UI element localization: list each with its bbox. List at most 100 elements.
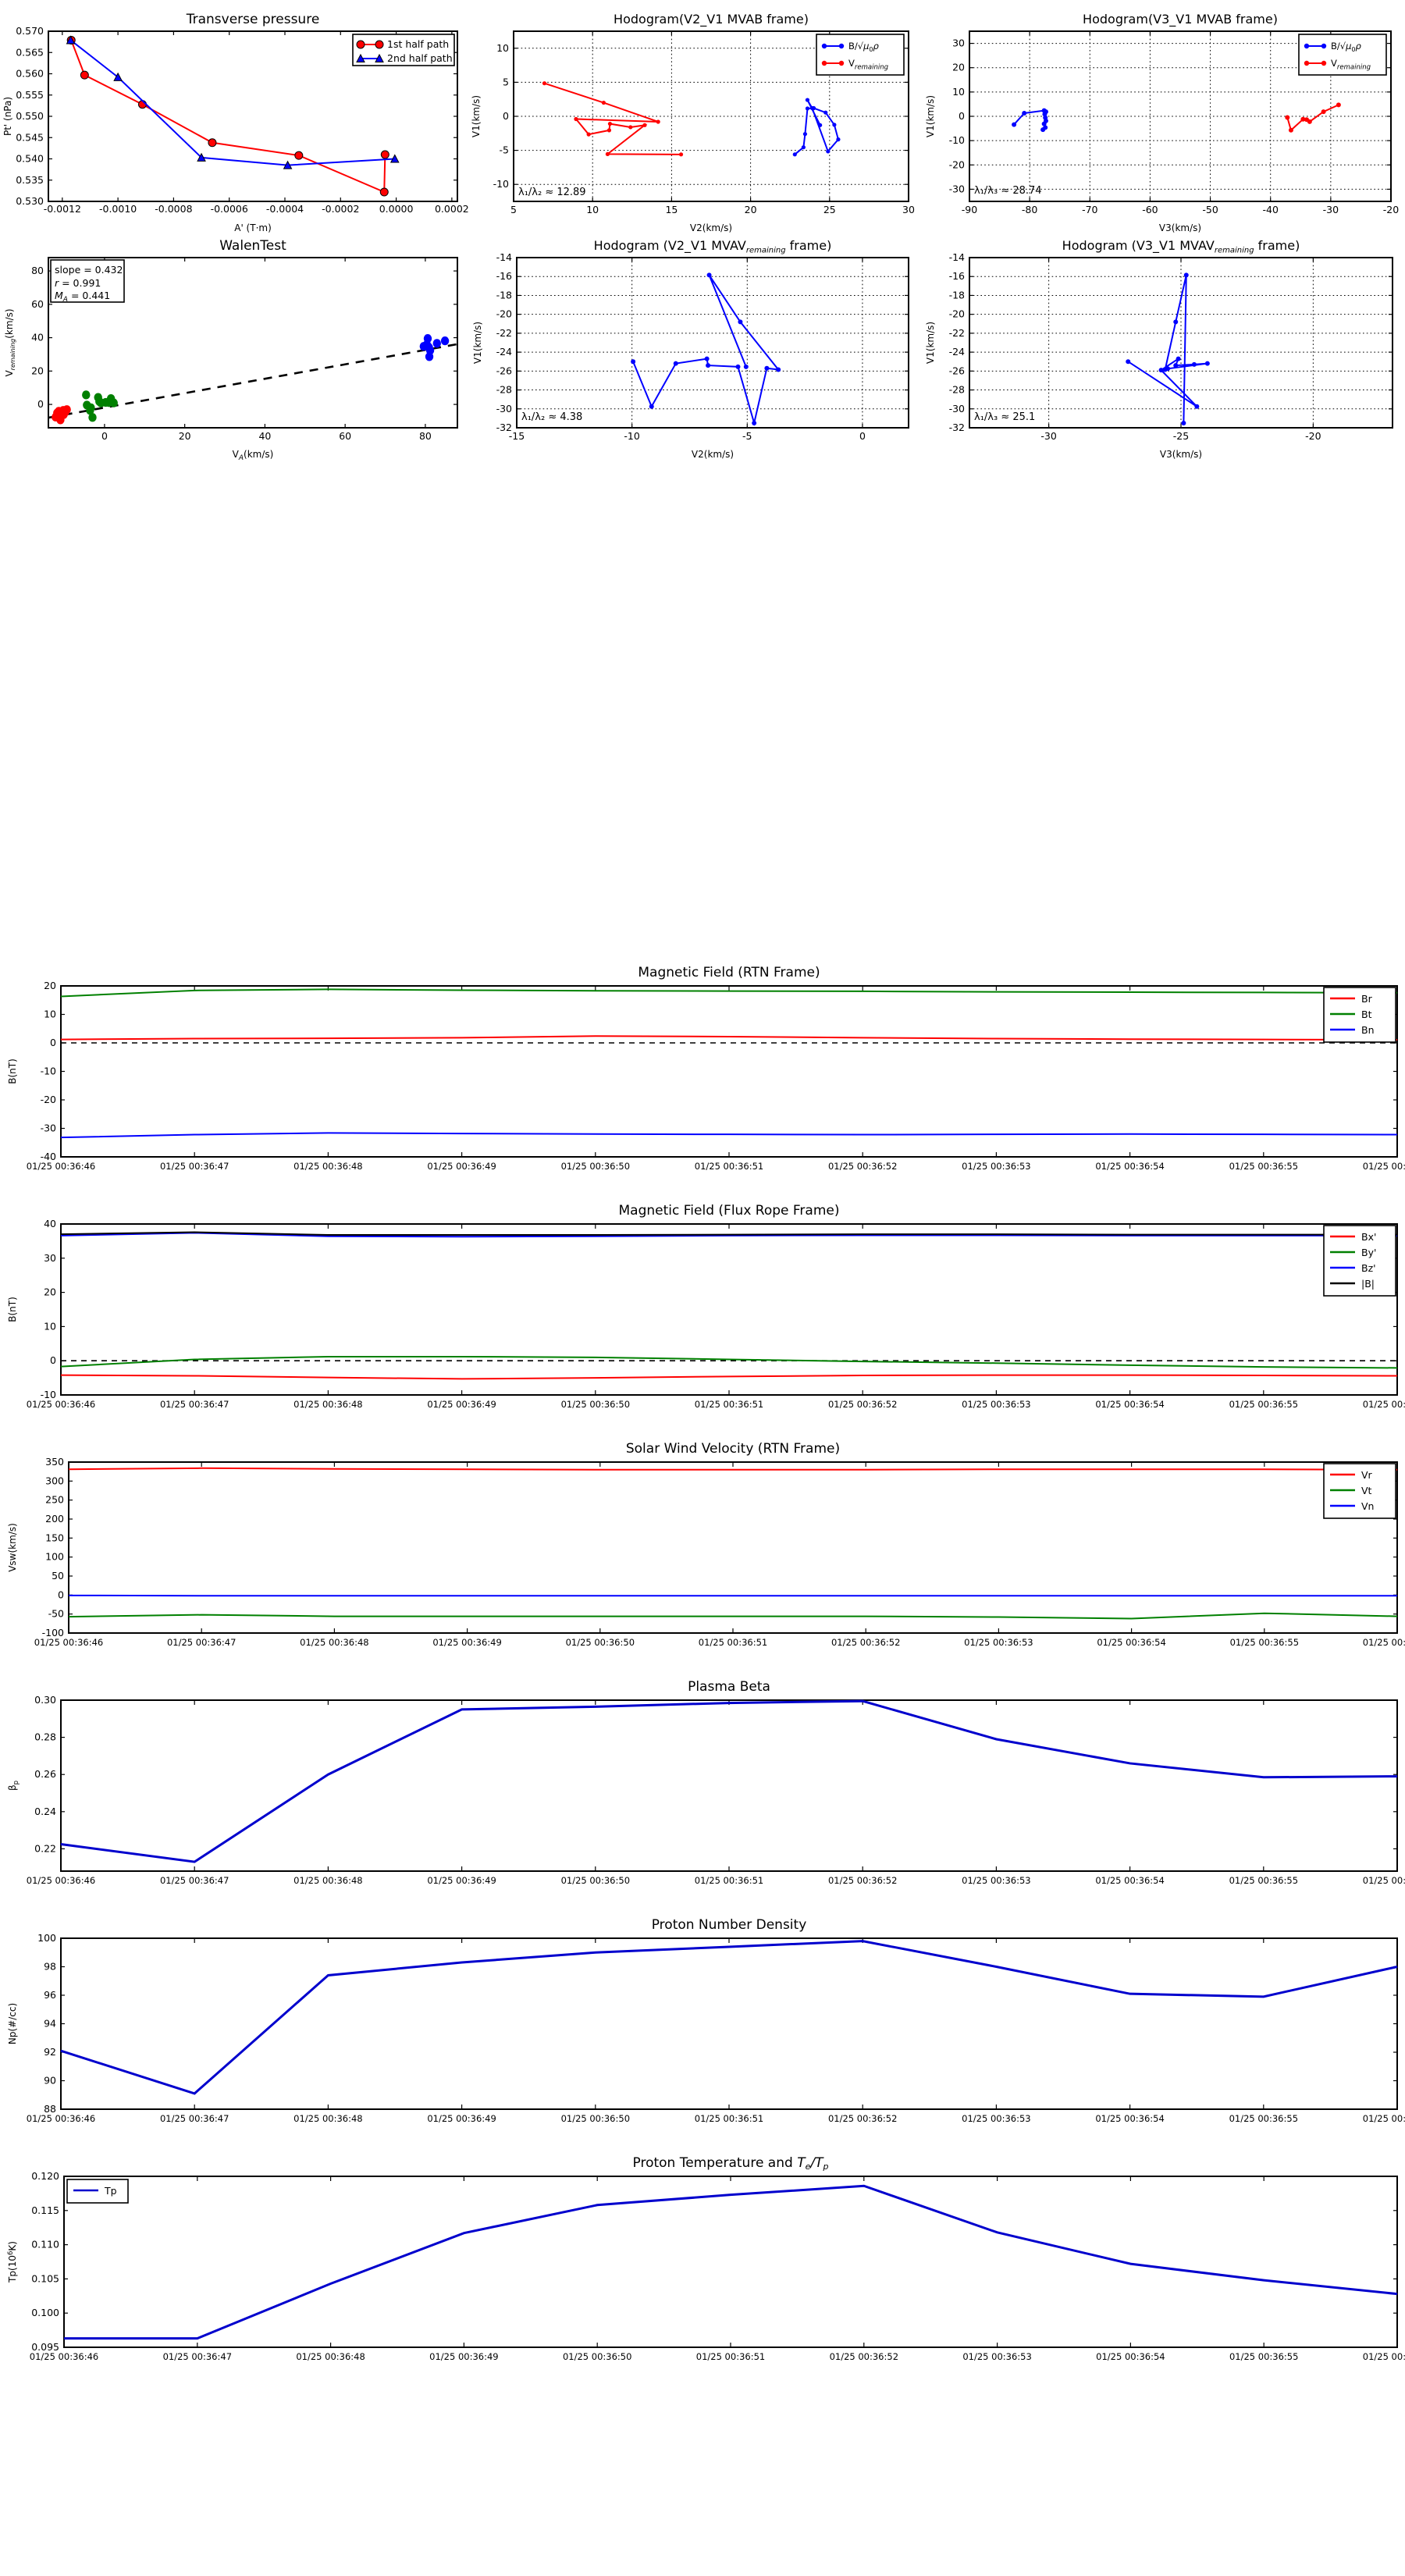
svg-text:0.30: 0.30 [34,1694,56,1706]
svg-text:01/25 00:36:53: 01/25 00:36:53 [964,1637,1033,1648]
svg-text:Magnetic Field (Flux Rope Fram: Magnetic Field (Flux Rope Frame) [619,1203,840,1219]
svg-text:01/25 00:36:50: 01/25 00:36:50 [563,2351,631,2362]
svg-text:01/25 00:36:46: 01/25 00:36:46 [30,2351,98,2362]
svg-text:01/25 00:36:46: 01/25 00:36:46 [34,1637,103,1648]
svg-text:250: 250 [45,1494,64,1506]
svg-text:01/25 00:36:56: 01/25 00:36:56 [1363,1637,1405,1648]
svg-text:5: 5 [510,204,517,215]
panel-transverse-pressure: -0.0012 -0.0010 -0.0008 -0.0006 -0.0004 -0.00… [0,8,469,234]
svg-text:98: 98 [44,1961,56,1973]
panel-proton-temperature: 0.095 0.100 0.105 0.110 0.115 0.120 01/25 00:3… [0,2139,1405,2377]
svg-text:0.120: 0.120 [31,2170,59,2182]
svg-text:20: 20 [179,430,191,442]
panel-proton-number-density: 88 90 92 94 96 98 100 01/25 00:36:46 01/25 00:36… [0,1901,1405,2139]
svg-text:01/25 00:36:49: 01/25 00:36:49 [427,1161,496,1172]
svg-text:0.28: 0.28 [34,1731,56,1743]
svg-text:0: 0 [58,1589,64,1600]
svg-text:B(nT): B(nT) [7,1297,18,1322]
svg-text:Vn: Vn [1361,1500,1374,1512]
svg-text:01/25 00:36:48: 01/25 00:36:48 [296,2351,365,2362]
svg-text:-25: -25 [1173,430,1189,442]
svg-text:λ₁/λ₂ ≈ 4.38: λ₁/λ₂ ≈ 4.38 [521,411,582,423]
svg-text:01/25 00:36:55: 01/25 00:36:55 [1230,1637,1299,1648]
panel-plasma-beta: 0.22 0.24 0.26 0.28 0.30 01/25 00:36:46 01/25 … [0,1663,1405,1901]
svg-text:01/25 00:36:47: 01/25 00:36:47 [160,1875,229,1886]
svg-text:01/25 00:36:46: 01/25 00:36:46 [27,1161,95,1172]
svg-text:Tp: Tp [104,2185,117,2197]
svg-text:Bn: Bn [1361,1024,1375,1036]
svg-text:-26: -26 [496,365,512,376]
svg-text:Vremaining(km/s): Vremaining(km/s) [4,308,16,376]
svg-text:WalenTest: WalenTest [219,238,286,254]
svg-text:0.095: 0.095 [31,2341,59,2353]
svg-text:-18: -18 [496,289,512,301]
svg-text:Vr: Vr [1361,1469,1373,1481]
svg-text:0.550: 0.550 [16,110,44,122]
svg-text:40: 40 [44,1218,56,1229]
svg-text:01/25 00:36:54: 01/25 00:36:54 [1097,1637,1165,1648]
svg-text:-28: -28 [949,384,965,396]
svg-text:-10: -10 [624,430,639,442]
svg-text:01/25 00:36:50: 01/25 00:36:50 [561,1399,630,1410]
svg-text:300: 300 [45,1475,64,1486]
svg-text:30: 30 [44,1252,56,1264]
svg-text:0: 0 [50,1037,56,1048]
svg-text:-20: -20 [1383,204,1399,215]
svg-text:60: 60 [31,298,44,310]
svg-text:01/25 00:36:54: 01/25 00:36:54 [1095,1399,1164,1410]
svg-text:V1(km/s): V1(km/s) [925,322,936,364]
svg-text:-32: -32 [949,422,965,433]
svg-text:-0.0012: -0.0012 [44,203,81,215]
svg-text:-15: -15 [509,430,525,442]
svg-text:V3(km/s): V3(km/s) [1160,449,1202,460]
svg-text:Br: Br [1361,993,1373,1005]
svg-text:-90: -90 [962,204,977,215]
svg-text:01/25 00:36:49: 01/25 00:36:49 [427,1875,496,1886]
svg-text:-5: -5 [742,430,752,442]
svg-text:-0.0008: -0.0008 [155,203,192,215]
panel-hodogram-v2v1-mvav-remaining: -15 -10 -5 0 -32 -30 -28 -26 -24 -22 -20 -18 -16 -14 λ… [468,234,921,461]
svg-text:5: 5 [503,76,509,87]
svg-text:01/25 00:36:51: 01/25 00:36:51 [695,1161,763,1172]
svg-text:Tp(106K): Tp(106K) [7,2241,18,2283]
svg-text:01/25 00:36:52: 01/25 00:36:52 [828,1875,897,1886]
svg-text:20: 20 [44,980,56,991]
svg-text:0: 0 [859,430,866,442]
svg-text:Proton Number Density: Proton Number Density [652,1917,807,1933]
svg-text:01/25 00:36:56: 01/25 00:36:56 [1363,1875,1405,1886]
svg-text:-5: -5 [500,144,509,156]
svg-text:-18: -18 [949,289,965,301]
svg-text:-20: -20 [949,158,965,170]
svg-text:01/25 00:36:48: 01/25 00:36:48 [300,1637,368,1648]
svg-text:0.545: 0.545 [16,131,44,143]
svg-text:-10: -10 [41,1066,56,1077]
svg-text:0: 0 [959,110,965,122]
svg-text:96: 96 [44,1989,56,2001]
svg-text:30: 30 [902,204,915,215]
svg-text:VA(km/s): VA(km/s) [233,449,274,462]
svg-text:92: 92 [44,2046,56,2058]
svg-text:-24: -24 [949,346,965,358]
svg-text:B/√μ0ρ: B/√μ0ρ [848,41,880,53]
svg-text:0.540: 0.540 [16,153,44,165]
svg-text:-0.0004: -0.0004 [266,203,304,215]
svg-text:-14: -14 [949,251,965,263]
svg-text:Solar Wind Velocity (RTN Frame: Solar Wind Velocity (RTN Frame) [626,1441,840,1457]
svg-text:-0.0010: -0.0010 [99,203,137,215]
svg-text:-10: -10 [949,134,965,146]
panel-hodogram-v3v1-mvab: -90 -80 -70 -60 -50 -40 -30 -20 -30 -20 -10 0 10 20 30… [921,8,1405,234]
svg-text:0: 0 [101,430,108,442]
svg-text:01/25 00:36:50: 01/25 00:36:50 [566,1637,635,1648]
svg-text:150: 150 [45,1532,64,1543]
panel-hodogram-v3v1-mvav-remaining: -30 -25 -20 -32 -30 -28 -26 -24 -22 -20 -18 -16 -14 λ… [921,234,1405,461]
svg-text:01/25 00:36:47: 01/25 00:36:47 [160,1399,229,1410]
svg-text:01/25 00:36:53: 01/25 00:36:53 [962,1875,1030,1886]
svg-text:20: 20 [745,204,757,215]
svg-text:80: 80 [31,265,44,276]
svg-text:01/25 00:36:54: 01/25 00:36:54 [1095,2113,1164,2124]
svg-text:94: 94 [44,2018,56,2030]
svg-text:V3(km/s): V3(km/s) [1159,222,1201,233]
svg-text:01/25 00:36:52: 01/25 00:36:52 [830,2351,898,2362]
svg-text:01/25 00:36:48: 01/25 00:36:48 [293,1875,362,1886]
svg-text:-30: -30 [949,403,965,415]
